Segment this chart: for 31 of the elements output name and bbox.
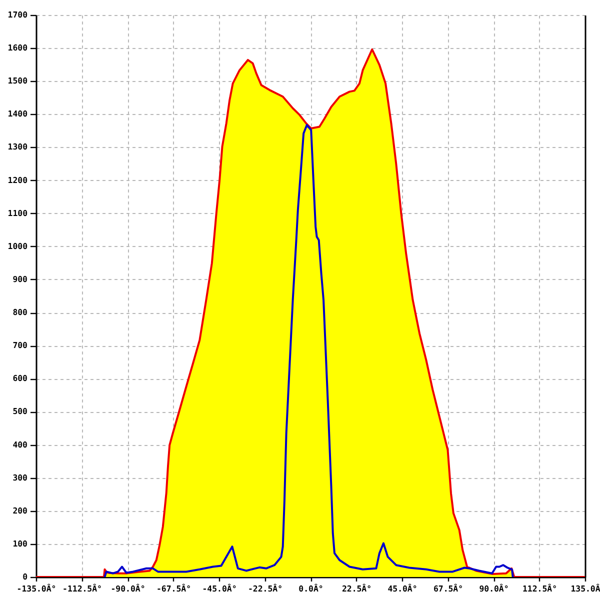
x-tick-label: -22.5Â° [248, 584, 283, 594]
x-tick-label: -45.0Â° [202, 584, 237, 594]
y-tick-label: 1400 [8, 108, 28, 119]
x-tick-label: 112.5Â° [522, 584, 558, 594]
y-tick-label: 400 [12, 439, 28, 450]
x-tick-label: 135.0Â [570, 584, 600, 594]
x-tick-label: -67.5Â° [156, 584, 192, 594]
y-tick-label: 100 [12, 538, 28, 548]
y-tick-label: 900 [12, 274, 28, 284]
x-tick-label: -112.5Â° [62, 584, 102, 594]
x-tick-label: 67.5Â° [433, 584, 464, 594]
y-tick-label: 200 [12, 505, 28, 516]
y-tick-label: 1300 [8, 142, 28, 152]
y-tick-label: 1100 [8, 208, 28, 218]
x-tick-label: -135.0Â° [16, 584, 56, 594]
x-tick-label: 90.0Â° [479, 584, 509, 594]
y-tick-label: 700 [12, 340, 28, 350]
y-tick-label: 1500 [8, 76, 28, 86]
y-tick-label: 1600 [8, 42, 28, 53]
y-tick-label: 1200 [8, 174, 28, 185]
y-tick-label: 800 [12, 307, 28, 318]
x-tick-label: 45.0Â° [388, 584, 418, 594]
y-tick-label: 300 [12, 472, 28, 482]
y-tick-label: 600 [12, 373, 28, 384]
x-tick-label: 22.5Â° [342, 584, 372, 594]
x-tick-label: -90.0Â° [110, 584, 146, 594]
x-tick-label: 0.0Â° [298, 584, 324, 594]
y-tick-label: 1000 [8, 240, 28, 251]
y-tick-label: 500 [12, 406, 28, 416]
y-tick-label: 0 [22, 572, 28, 582]
y-tick-label: 1700 [8, 10, 28, 20]
